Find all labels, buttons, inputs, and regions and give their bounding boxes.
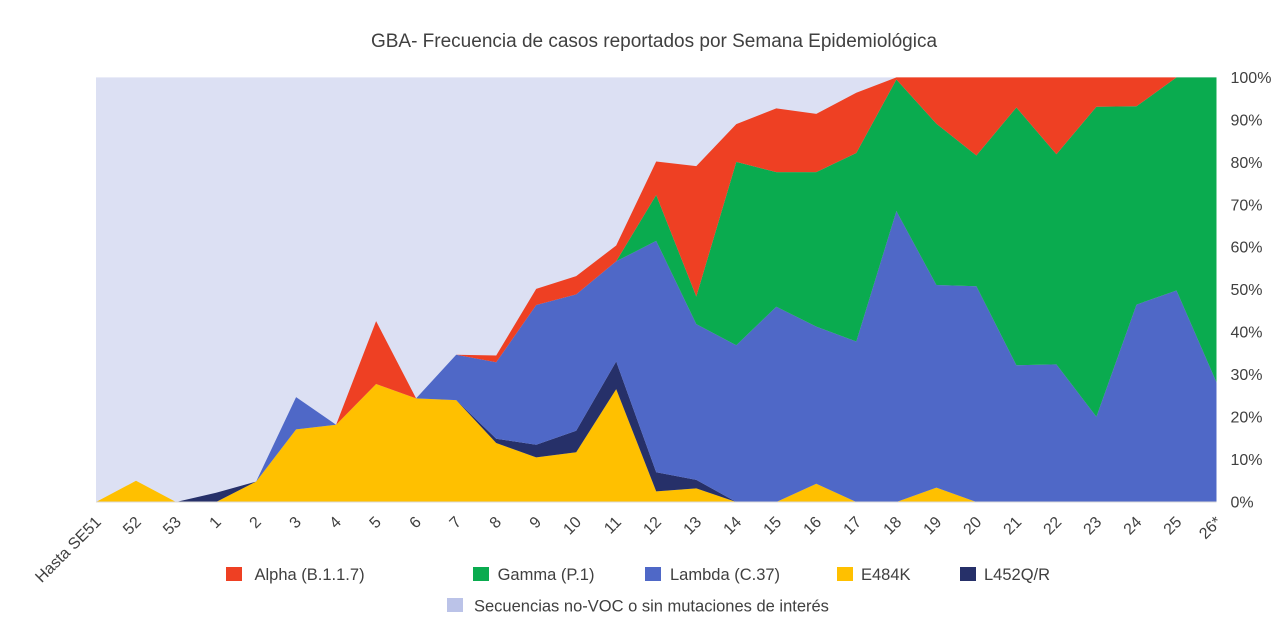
- svg-text:Secuencias no-VOC o sin mutaci: Secuencias no-VOC o sin mutaciones de in…: [474, 598, 829, 616]
- svg-text:30%: 30%: [1231, 367, 1263, 384]
- svg-text:90%: 90%: [1231, 112, 1263, 129]
- svg-text:80%: 80%: [1231, 155, 1263, 172]
- svg-text:100%: 100%: [1231, 70, 1272, 87]
- svg-text:Alpha (B.1.1.7): Alpha (B.1.1.7): [255, 566, 365, 584]
- svg-text:E484K: E484K: [861, 566, 911, 584]
- svg-text:Gamma (P.1): Gamma (P.1): [498, 566, 595, 584]
- svg-text:60%: 60%: [1231, 240, 1263, 257]
- svg-text:40%: 40%: [1231, 325, 1263, 342]
- svg-text:70%: 70%: [1231, 197, 1263, 214]
- svg-text:20%: 20%: [1231, 410, 1263, 427]
- svg-text:0%: 0%: [1231, 495, 1254, 512]
- svg-text:50%: 50%: [1231, 282, 1263, 299]
- svg-text:L452Q/R: L452Q/R: [984, 566, 1050, 584]
- svg-text:10%: 10%: [1231, 452, 1263, 469]
- svg-text:Lambda (C.37): Lambda (C.37): [670, 566, 780, 584]
- svg-text:GBA- Frecuencia de casos repor: GBA- Frecuencia de casos reportados por …: [371, 31, 938, 52]
